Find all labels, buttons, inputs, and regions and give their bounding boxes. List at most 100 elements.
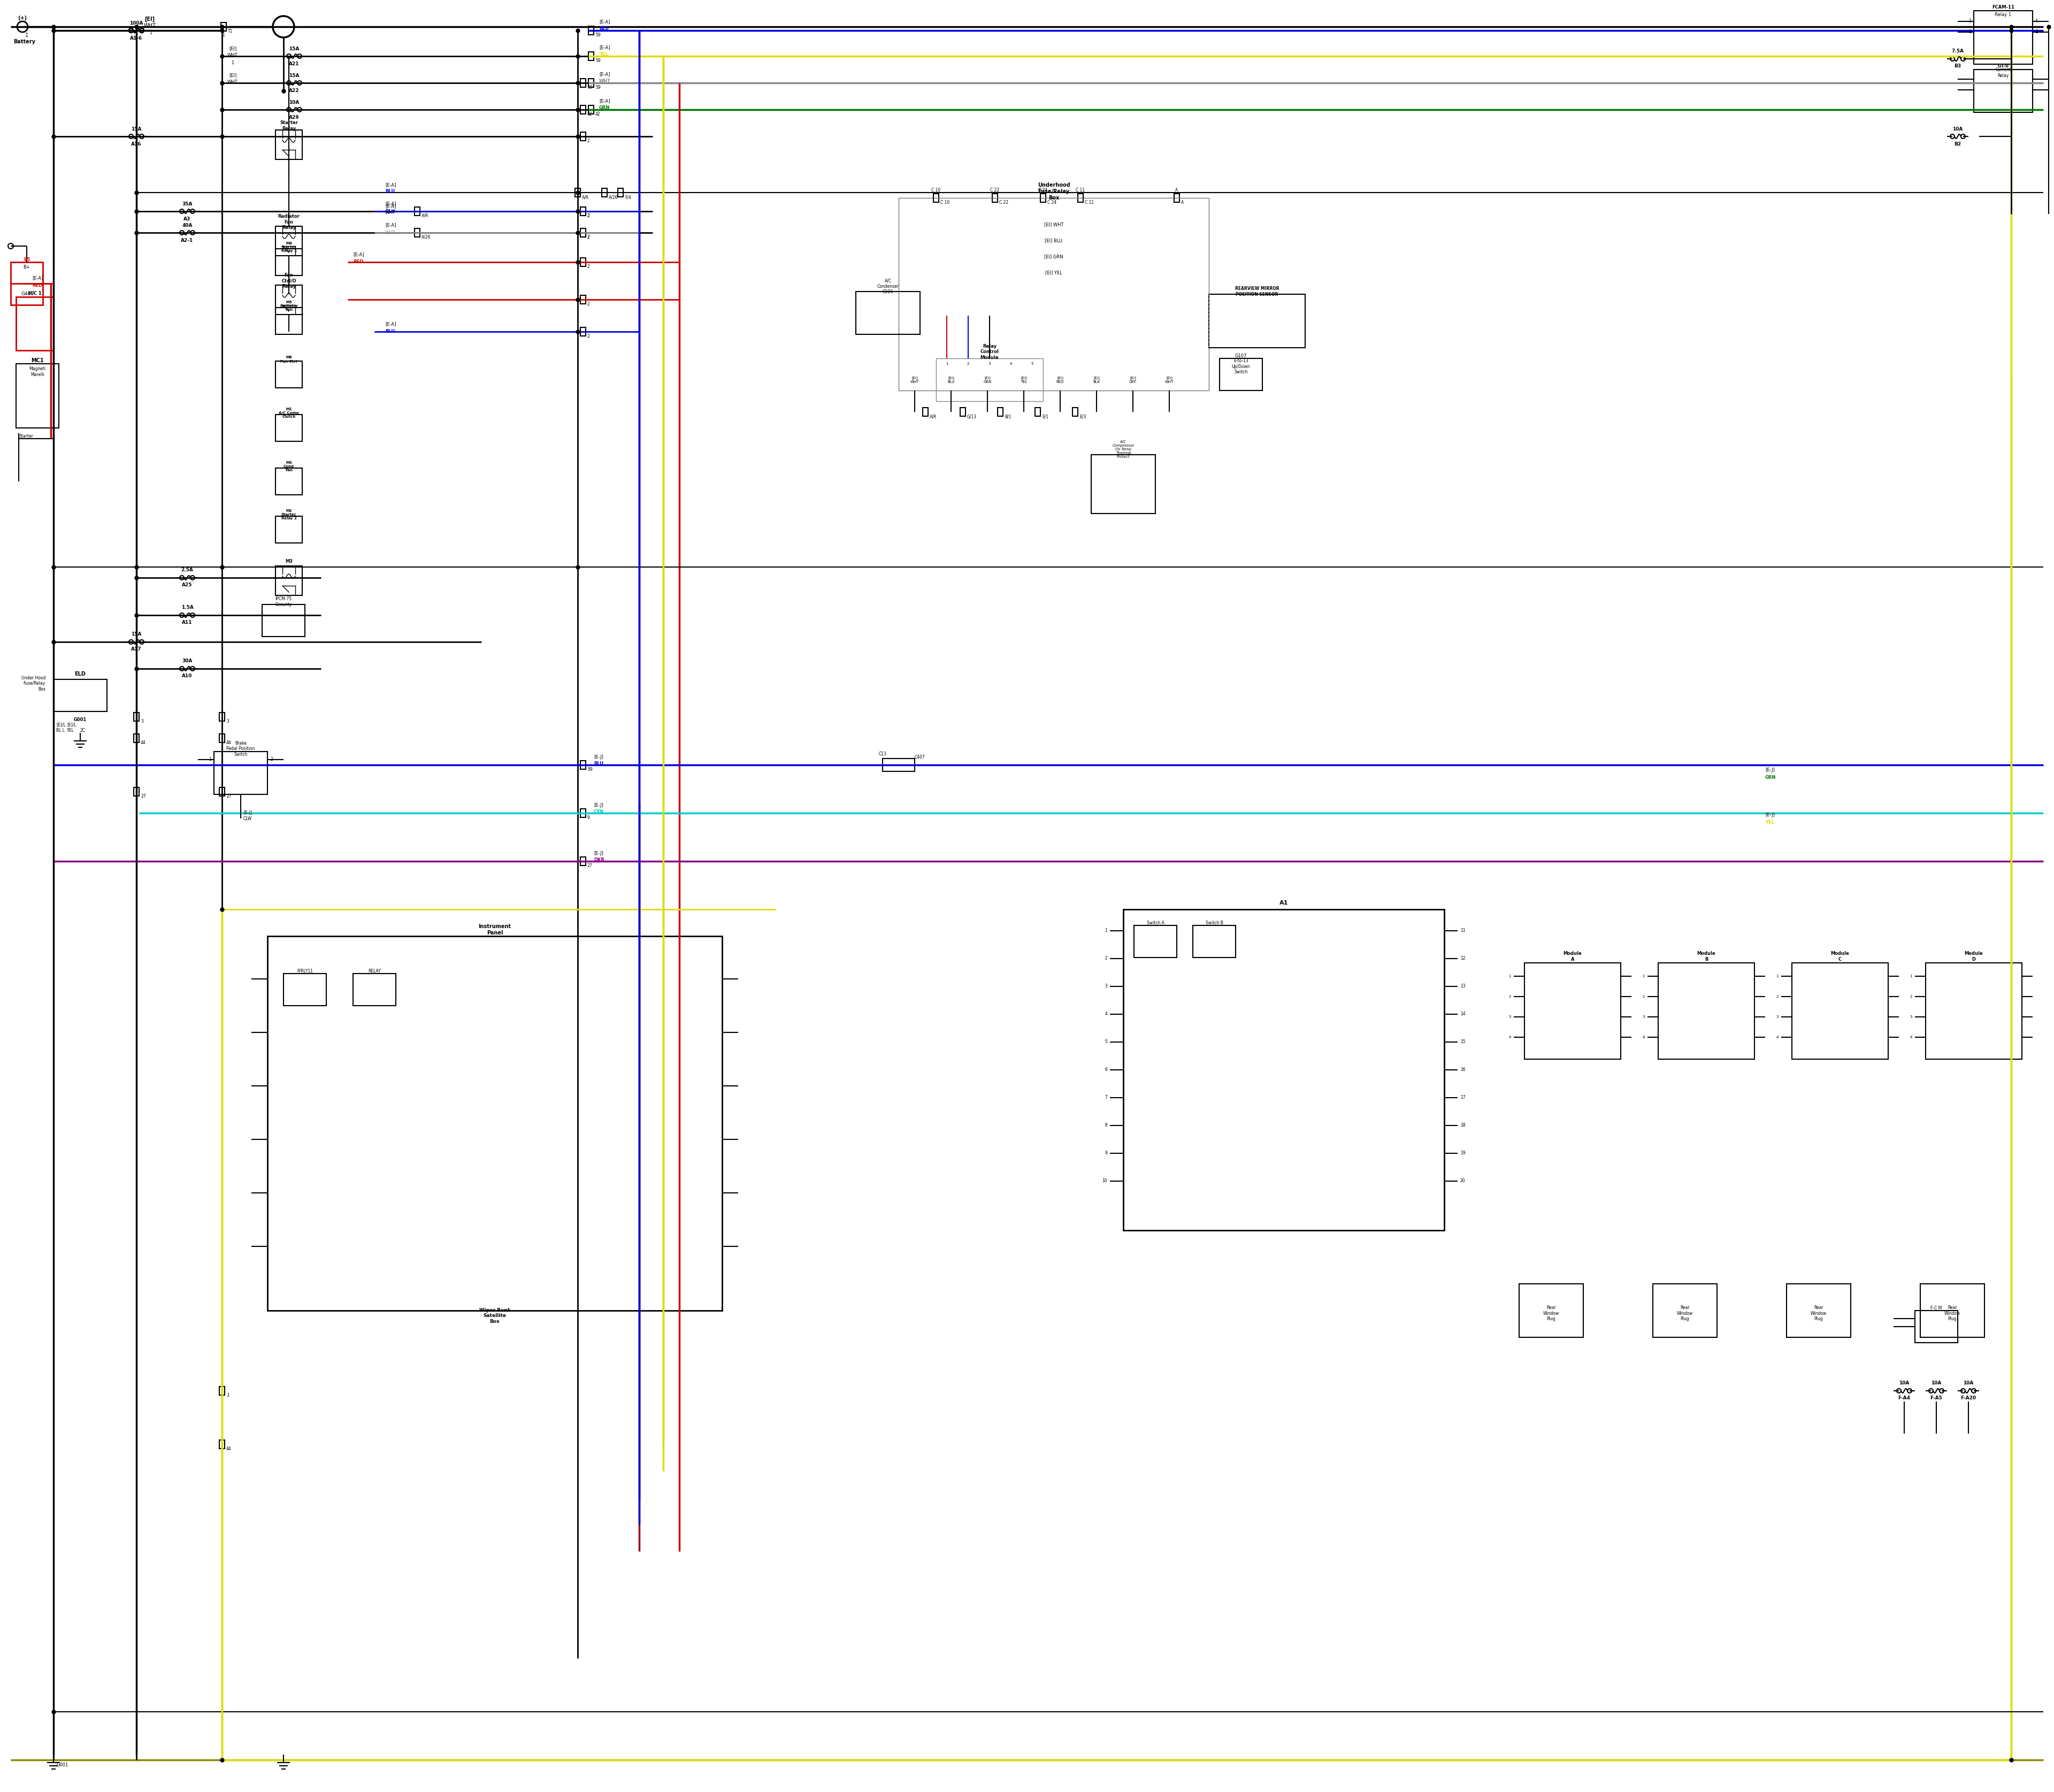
Text: [E-A]: [E-A] (33, 276, 43, 281)
Bar (1091, 455, 1154, 514)
Text: RELAY: RELAY (368, 968, 380, 973)
Text: CYN: CYN (594, 810, 604, 814)
Text: 2: 2 (2036, 30, 2038, 34)
Bar (900, 197, 1210, 391)
Text: C13: C13 (879, 753, 887, 756)
Text: C 11: C 11 (1085, 201, 1095, 204)
Text: A/C
Compressor
Oil Temp
Thermal
Protect: A/C Compressor Oil Temp Thermal Protect (1111, 441, 1134, 459)
Text: G/13: G/13 (967, 414, 978, 419)
Bar (220, 1387, 224, 1396)
Bar (581, 228, 585, 237)
Text: A: A (1181, 201, 1183, 204)
Text: [El] GRN: [El] GRN (1043, 254, 1064, 260)
Text: 2.5A: 2.5A (181, 568, 193, 573)
Text: 1: 1 (1105, 928, 1107, 934)
Text: A10: A10 (183, 674, 193, 679)
Bar (415, 228, 419, 237)
Text: [El]
BLU: [El] BLU (947, 376, 955, 383)
Text: BLU: BLU (386, 330, 394, 333)
Text: 3: 3 (1643, 1016, 1645, 1018)
Text: Switch A: Switch A (1146, 921, 1165, 925)
Text: YEL: YEL (1764, 821, 1775, 824)
Text: B2: B2 (1953, 142, 1962, 147)
Text: 2: 2 (271, 758, 273, 762)
Text: 15A: 15A (131, 633, 142, 636)
Bar (581, 857, 585, 866)
Text: [El] WHT: [El] WHT (1043, 222, 1064, 228)
Text: 1: 1 (232, 61, 234, 65)
Bar (581, 133, 585, 142)
Text: 1: 1 (150, 30, 152, 36)
Text: WHT: WHT (386, 210, 396, 215)
Text: [El] BLU: [El] BLU (1045, 238, 1062, 244)
Text: 12: 12 (1460, 957, 1465, 961)
Bar (581, 79, 585, 88)
Text: 2C: 2C (80, 728, 86, 733)
Text: 2: 2 (1777, 995, 1779, 998)
Text: REARVIEW MIRROR
POSITION SENSOR: REARVIEW MIRROR POSITION SENSOR (1234, 287, 1280, 297)
Text: 1: 1 (1643, 975, 1645, 978)
Bar (581, 808, 585, 817)
Text: F-A5: F-A5 (1931, 1396, 1943, 1401)
Text: [El]
GRN: [El] GRN (984, 376, 992, 383)
Bar (220, 1441, 224, 1448)
Text: [E-J]: [E-J] (1764, 769, 1775, 772)
Bar (1791, 962, 1888, 1059)
Bar (275, 249, 302, 276)
Text: F-A4: F-A4 (1898, 1396, 1910, 1401)
Bar (1914, 1310, 1957, 1342)
Bar (1787, 1283, 1851, 1337)
Text: [El]
RED: [El] RED (1056, 376, 1064, 383)
Bar (275, 226, 302, 256)
Bar (1974, 70, 2033, 113)
Text: 42: 42 (587, 111, 592, 116)
Bar (16, 364, 60, 428)
Bar (581, 760, 585, 769)
Text: 3: 3 (1777, 1016, 1779, 1018)
Text: [E-J]: [E-J] (594, 754, 604, 760)
Text: 10A: 10A (1964, 1382, 1974, 1385)
Text: 2: 2 (587, 235, 589, 240)
Text: 2: 2 (1910, 995, 1912, 998)
Bar (1193, 925, 1237, 957)
Text: 14: 14 (1460, 1012, 1465, 1016)
Text: Module
D: Module D (1964, 952, 1982, 962)
Bar (857, 292, 920, 335)
Text: 59: 59 (596, 32, 600, 38)
Bar (1041, 194, 1045, 202)
Text: [E-J]: [E-J] (594, 851, 604, 857)
Bar (275, 468, 302, 495)
Bar (275, 360, 302, 387)
Bar (1920, 1283, 1984, 1337)
Text: BLU: BLU (594, 762, 604, 767)
Text: DKB: DKB (594, 858, 604, 862)
Text: 15: 15 (1460, 1039, 1465, 1045)
Bar (1210, 294, 1304, 348)
Text: RED: RED (353, 260, 364, 265)
Bar (214, 751, 267, 794)
Text: [El]
BLK: [El] BLK (1093, 376, 1101, 383)
Text: 2: 2 (1643, 995, 1645, 998)
Bar (602, 188, 608, 197)
Bar (134, 787, 140, 796)
Text: 3: 3 (140, 719, 144, 724)
Text: B+: B+ (23, 265, 31, 271)
Text: WHT: WHT (228, 52, 238, 57)
Bar (1134, 925, 1177, 957)
Text: WHT: WHT (386, 231, 396, 235)
Text: G001: G001 (55, 1763, 68, 1767)
Text: 2: 2 (587, 301, 589, 306)
Text: Underhood
Fuse/Relay
Box: Underhood Fuse/Relay Box (1037, 183, 1070, 201)
Text: 59: 59 (587, 767, 592, 772)
Text: M2
Starter
Relay 2: M2 Starter Relay 2 (281, 509, 296, 520)
Text: 42: 42 (596, 111, 600, 116)
Text: A11: A11 (183, 620, 193, 625)
Text: Rear
Window
Plug: Rear Window Plug (1676, 1305, 1692, 1321)
Text: Fan
Ctrl/O
Relay: Fan Ctrl/O Relay (281, 272, 296, 289)
Bar (1974, 11, 2033, 65)
Text: Wiper Bank
Satellite
Box: Wiper Bank Satellite Box (479, 1308, 511, 1324)
Bar (1035, 407, 1041, 416)
Text: 1: 1 (25, 32, 29, 38)
Text: 100A: 100A (129, 20, 144, 25)
Text: Module
B: Module B (1697, 952, 1715, 962)
